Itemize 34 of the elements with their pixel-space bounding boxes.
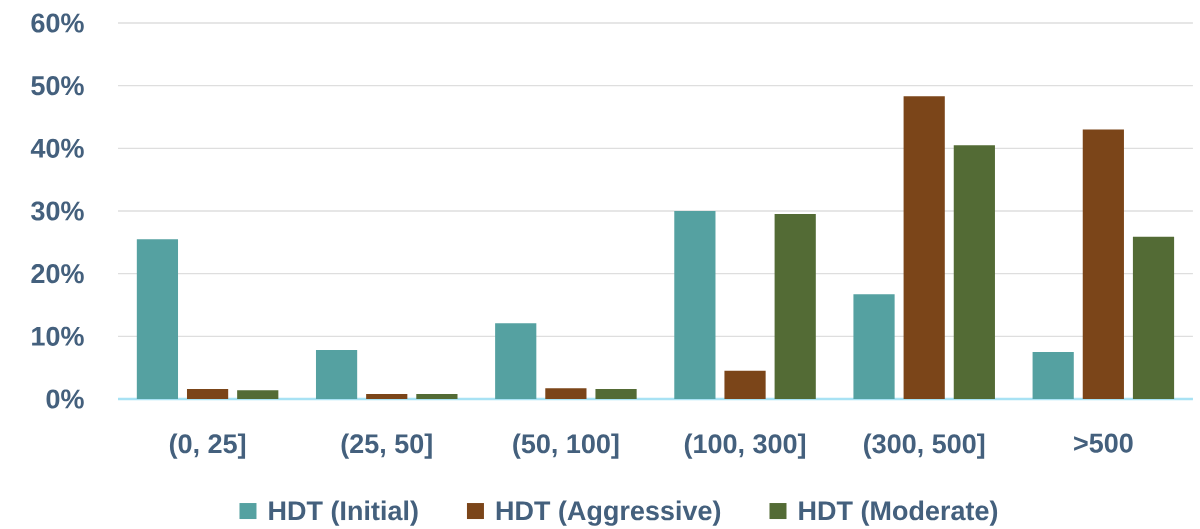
x-tick-label: >500 <box>1074 433 1133 453</box>
bar <box>237 390 279 399</box>
legend-label: HDT (Initial) <box>269 500 418 526</box>
bar <box>186 388 229 399</box>
bar <box>724 370 766 399</box>
x-tick-label: (0, 25] <box>169 433 246 459</box>
x-tick-label: (50, 100] <box>513 433 619 459</box>
y-tick-label: 20% <box>31 264 84 284</box>
bar <box>315 350 358 399</box>
y-tick-label: 0% <box>46 389 84 409</box>
legend-label: HDT (Aggressive) <box>496 500 721 526</box>
y-tick-label: 60% <box>31 13 84 33</box>
y-tick-label: 10% <box>32 326 84 346</box>
y-tick-label: 40% <box>30 138 84 158</box>
y-tick-label: 50% <box>31 76 84 96</box>
bar <box>495 323 537 399</box>
bar <box>674 210 716 399</box>
bar <box>595 388 637 399</box>
x-tick-label: (25, 50] <box>341 433 432 459</box>
bar <box>953 145 995 399</box>
x-tick-label: (100, 300] <box>684 433 806 459</box>
bar <box>1082 129 1124 399</box>
bar <box>416 393 458 399</box>
legend-label: HDT (Moderate) <box>799 500 998 526</box>
bar <box>903 96 945 399</box>
bar <box>136 239 179 399</box>
bar <box>1132 236 1175 399</box>
bar <box>366 393 408 399</box>
x-tick-label: (300, 500] <box>864 433 985 459</box>
bar <box>853 294 895 399</box>
y-tick-label: 30% <box>31 201 84 221</box>
bar <box>774 214 816 399</box>
bar <box>545 388 587 399</box>
bar <box>1032 351 1074 399</box>
